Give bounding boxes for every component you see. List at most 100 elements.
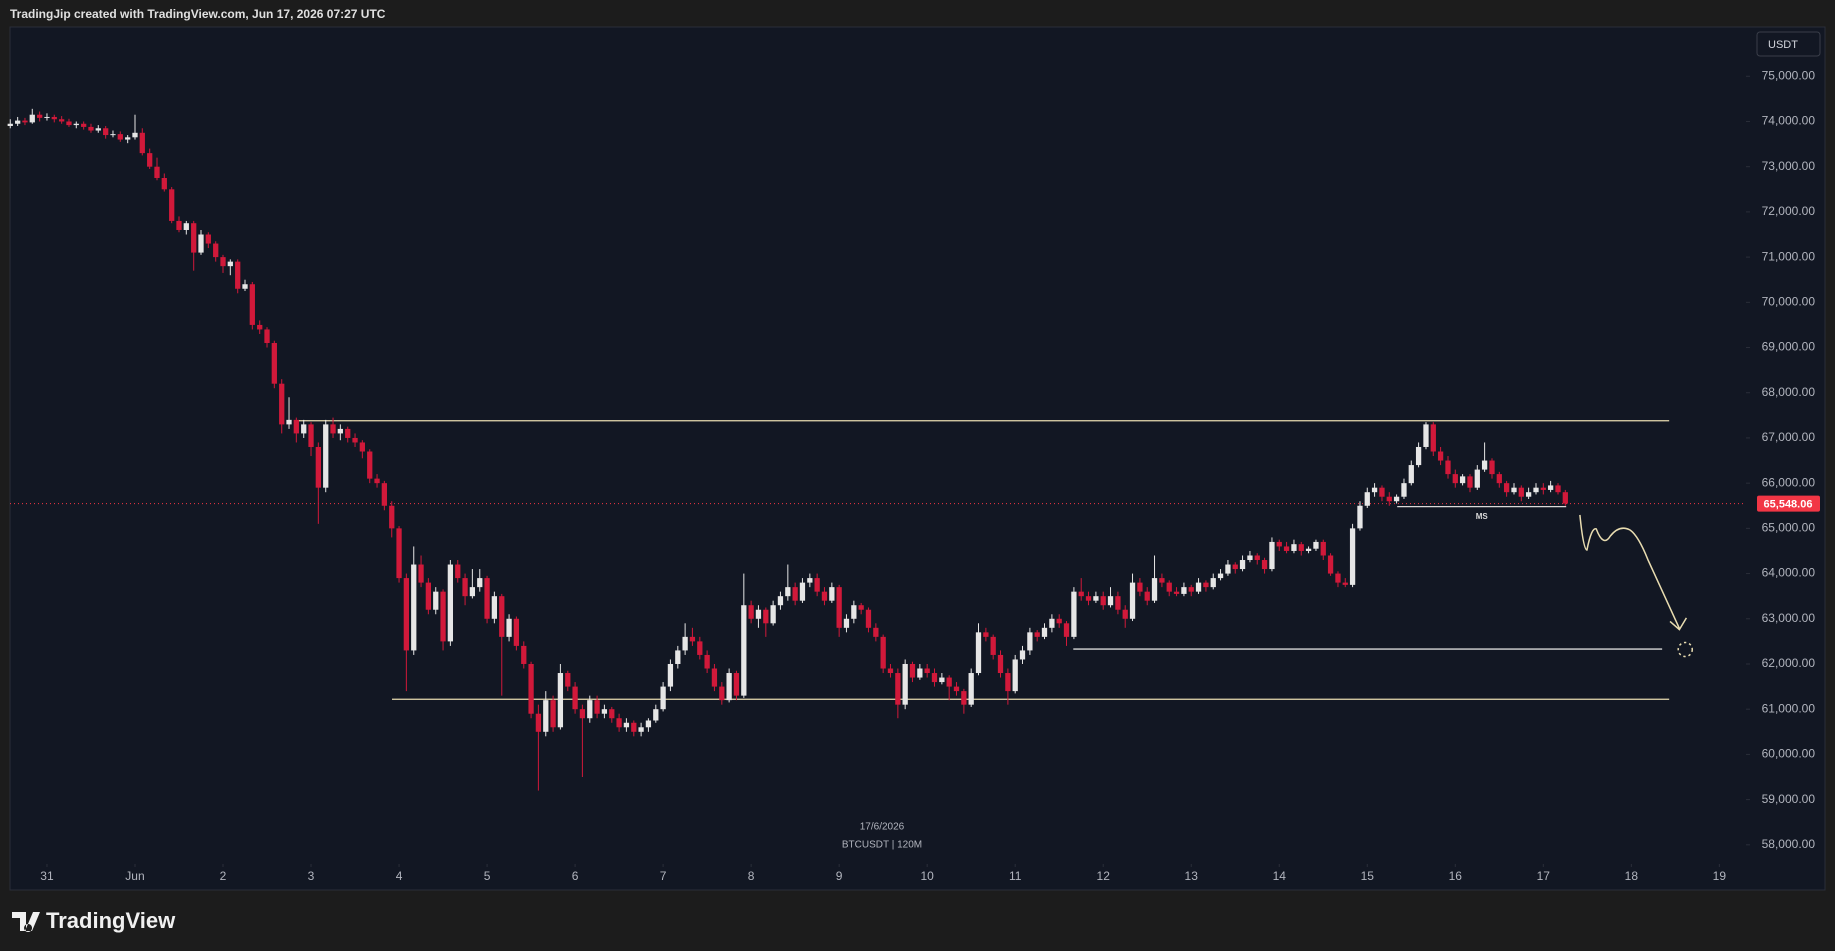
x-tick-label: 3: [308, 869, 315, 883]
candle-body: [594, 700, 600, 714]
currency-box: [1756, 31, 1821, 57]
y-tick-label: 63,000.00: [1762, 611, 1816, 625]
candle-body: [975, 632, 982, 674]
candle-body: [543, 700, 549, 732]
candle-body: [154, 166, 160, 178]
candle-body: [139, 132, 145, 154]
x-tick-label: 14: [1273, 869, 1287, 883]
candle-body: [183, 223, 189, 230]
candle-body: [191, 223, 197, 253]
candle-body: [726, 673, 732, 701]
x-tick-label: 9: [836, 869, 843, 883]
x-tick-label: 2: [220, 869, 227, 883]
candle-body: [1305, 548, 1312, 551]
candle-body: [1335, 573, 1341, 583]
candle-body: [579, 709, 586, 719]
candle-body: [1203, 582, 1209, 588]
candle-body: [1085, 596, 1092, 601]
candle-body: [946, 677, 952, 687]
candle-body: [1533, 487, 1539, 493]
candle-body: [653, 709, 659, 721]
x-tick-label: 8: [748, 869, 755, 883]
candle-body: [785, 587, 791, 597]
candle-body: [851, 605, 857, 619]
candle-body: [609, 709, 615, 719]
candle-body: [198, 234, 204, 253]
candle-body: [667, 663, 674, 687]
candle-body: [1166, 582, 1172, 592]
candle-body: [1503, 483, 1510, 493]
candle-body: [213, 243, 219, 258]
x-tick-label: 11: [1009, 869, 1022, 883]
candle-body: [220, 257, 226, 267]
candle-body: [477, 578, 483, 588]
candle-body: [513, 618, 520, 646]
candle-body: [286, 419, 292, 425]
candle-body: [1261, 560, 1268, 570]
candle-body: [1313, 541, 1319, 549]
candle-body: [1467, 476, 1473, 488]
candle-body: [1027, 632, 1033, 651]
candle-body: [1188, 587, 1194, 592]
candle-body: [227, 261, 233, 267]
candle-body: [330, 424, 336, 434]
candle-body: [205, 234, 211, 244]
candle-body: [616, 718, 622, 728]
candle-body: [572, 686, 578, 710]
candle-body: [1327, 555, 1334, 574]
candle-body: [939, 677, 945, 683]
brand-icon: [12, 912, 40, 932]
candle-body: [29, 114, 35, 123]
candle-body: [506, 618, 512, 637]
candle-body: [1247, 555, 1253, 561]
candle-body: [315, 446, 321, 488]
candle-body: [1474, 469, 1480, 488]
y-tick-label: 65,000.00: [1762, 521, 1816, 535]
candle-body: [675, 650, 681, 664]
candle-body: [1232, 564, 1238, 570]
candle-body: [902, 663, 908, 705]
y-tick-label: 71,000.00: [1762, 249, 1816, 263]
candle-body: [1283, 546, 1290, 551]
candle-body: [858, 605, 864, 610]
candle-body: [257, 324, 263, 330]
last-price-label: 65,548.06: [1764, 498, 1813, 510]
candle-body: [169, 189, 175, 221]
candle-body: [748, 605, 754, 619]
candle-body: [1122, 609, 1128, 619]
candle-body: [95, 128, 101, 131]
candle-body: [337, 428, 343, 434]
candle-body: [1151, 578, 1158, 601]
candle-body: [924, 668, 930, 674]
candle-body: [425, 582, 432, 610]
candle-body: [1056, 618, 1062, 624]
candle-body: [645, 720, 652, 728]
candle-body: [1342, 582, 1348, 585]
candle-body: [1012, 659, 1018, 692]
candle-body: [1276, 541, 1282, 547]
projection-path: [1579, 514, 1681, 629]
candle-body: [873, 627, 879, 637]
candle-body: [1379, 487, 1385, 497]
candle-body: [1239, 560, 1246, 570]
candle-body: [836, 587, 842, 628]
projection-drawing: [1579, 514, 1694, 658]
candle-body: [66, 121, 72, 126]
candle-body: [117, 134, 123, 140]
candle-body: [755, 609, 762, 619]
brand-logo: TradingView: [12, 908, 176, 933]
y-tick-label: 68,000.00: [1762, 385, 1816, 399]
candle-body: [264, 329, 270, 344]
candle-body: [792, 587, 798, 601]
x-tick-label: 18: [1625, 869, 1639, 883]
candle-body: [565, 673, 571, 687]
candle-body: [271, 343, 277, 384]
candle-body: [777, 596, 784, 606]
x-tick-label: 16: [1449, 869, 1463, 883]
candle-body: [1364, 492, 1370, 506]
candle-body: [733, 673, 740, 696]
candle-body: [1298, 544, 1304, 551]
candle-body: [484, 578, 490, 619]
candle-body: [638, 727, 644, 732]
candle-body: [110, 134, 116, 136]
